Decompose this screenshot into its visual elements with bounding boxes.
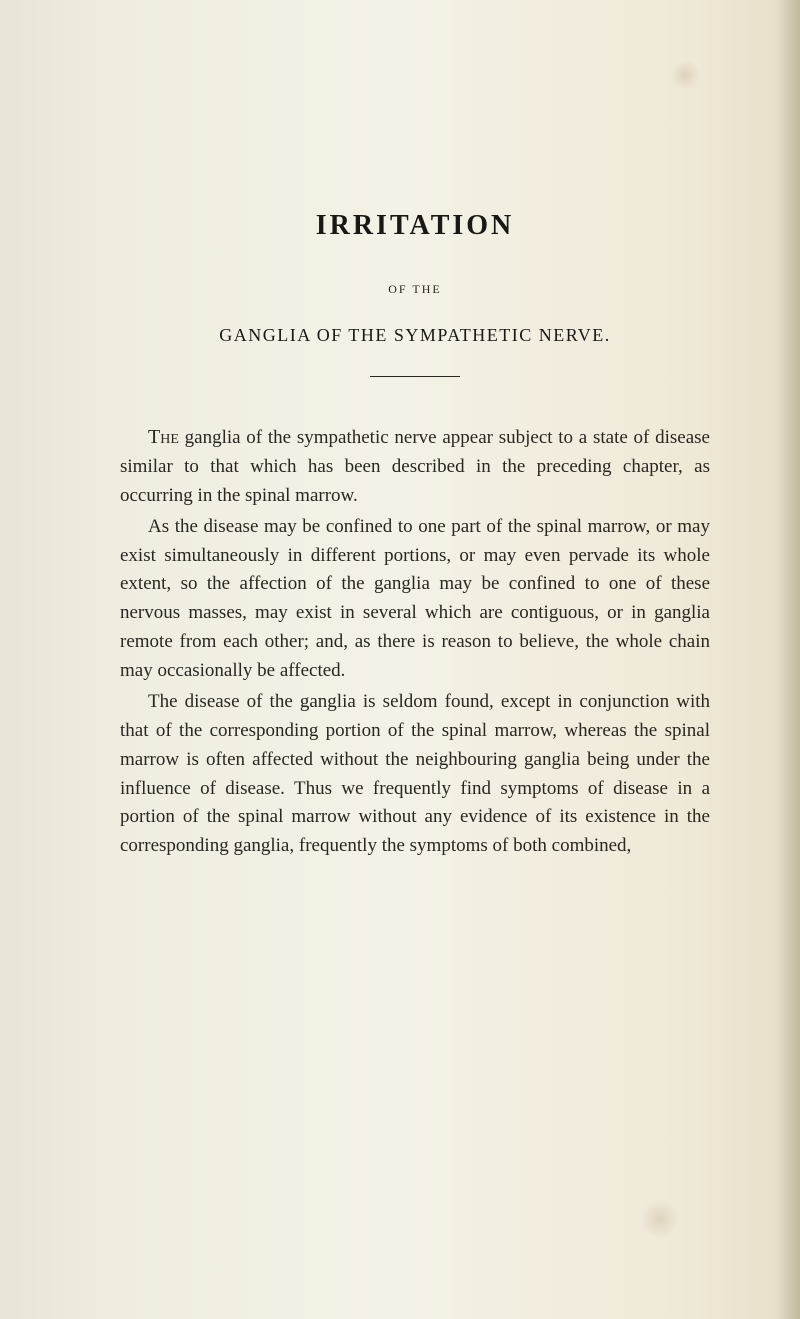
document-page: IRRITATION OF THE GANGLIA OF THE SYMPATH…: [0, 0, 800, 923]
paragraph: The ganglia of the sympathetic nerve app…: [120, 422, 710, 511]
paragraph: The disease of the ganglia is seldom fou…: [120, 688, 710, 861]
page-aging-mark: [640, 1199, 680, 1239]
page-edge-shadow: [775, 0, 800, 1319]
paragraph-text: The disease of the ganglia is seldom fou…: [120, 691, 710, 856]
document-subtitle: GANGLIA OF THE SYMPATHETIC NERVE.: [120, 325, 710, 346]
paragraph: As the disease may be confined to one pa…: [120, 513, 710, 686]
page-aging-mark: [670, 60, 700, 90]
paragraph-lead: The: [148, 426, 179, 448]
section-divider: [370, 376, 460, 377]
document-body: The ganglia of the sympathetic nerve app…: [120, 422, 710, 861]
document-subtitle-small: OF THE: [120, 282, 710, 297]
paragraph-text: As the disease may be confined to one pa…: [120, 516, 710, 681]
document-title: IRRITATION: [120, 210, 710, 242]
paragraph-text: ganglia of the sympathetic nerve appear …: [120, 427, 710, 506]
